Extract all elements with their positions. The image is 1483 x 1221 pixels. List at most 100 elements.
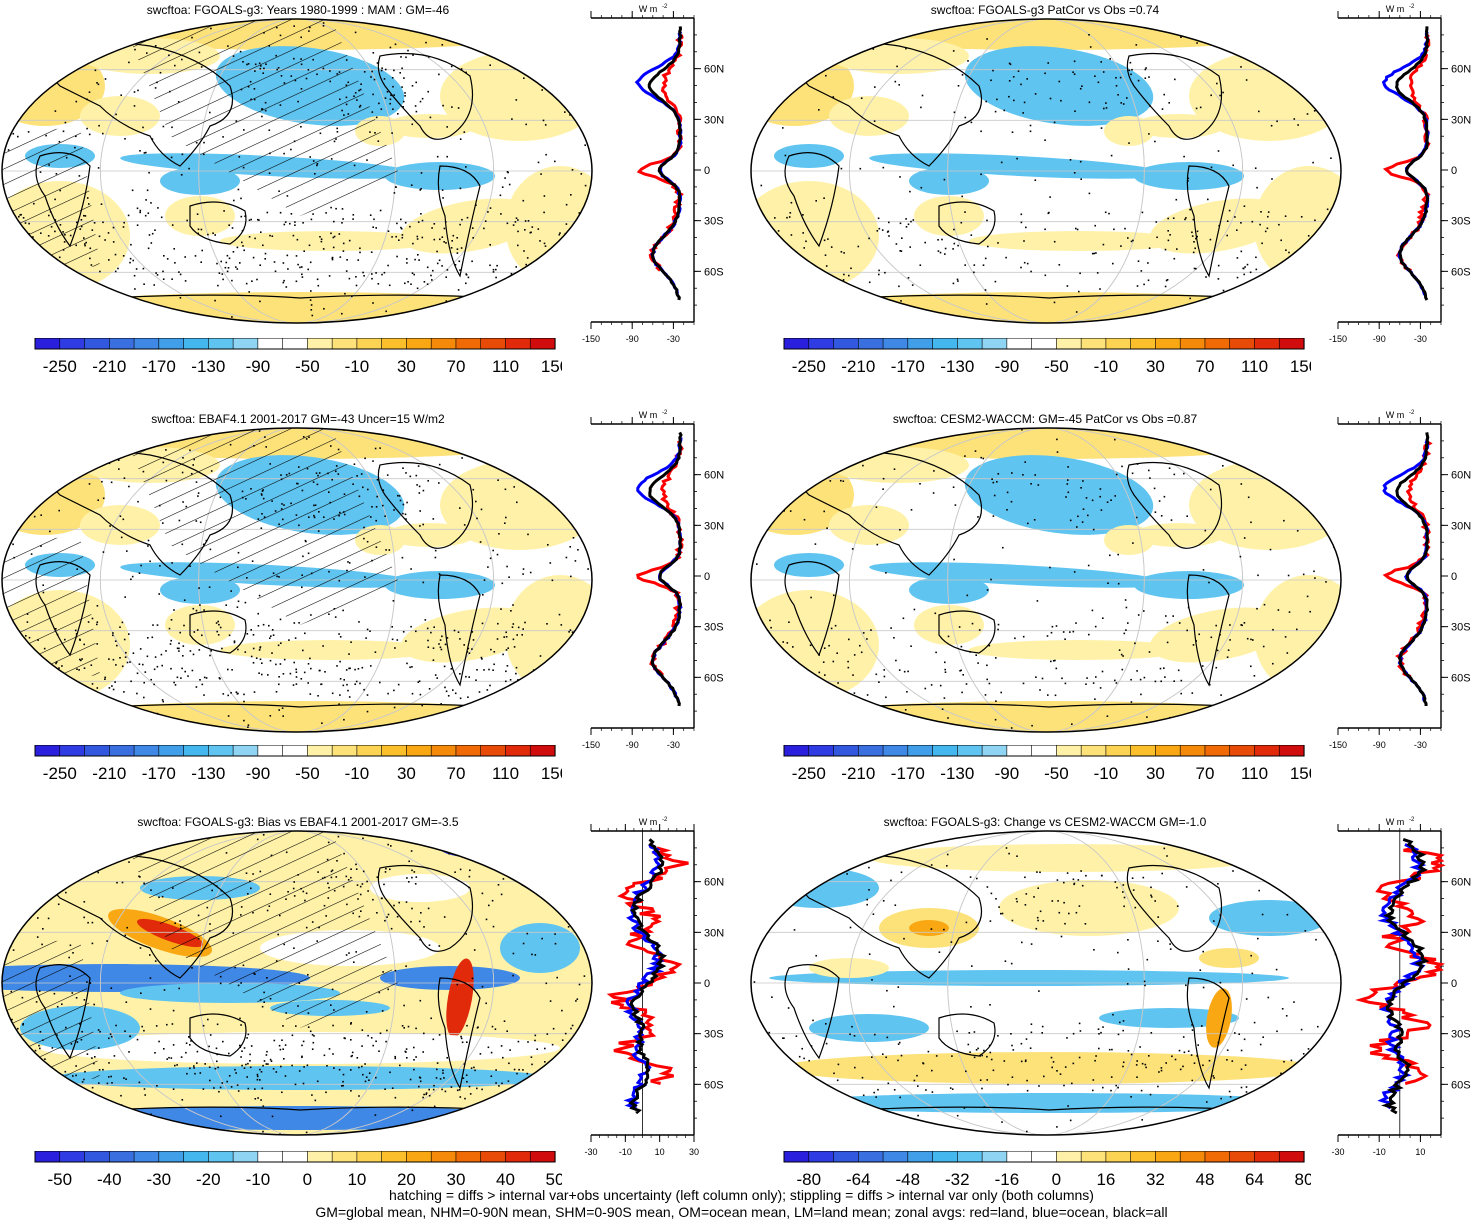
colorbar-panel-6: -80 -64 -48 -32 -16 0 16 32 48 64 80: [783, 1151, 1311, 1189]
svg-text:-250: -250: [43, 357, 77, 376]
svg-text:-30: -30: [147, 1170, 172, 1189]
svg-text:110: 110: [492, 764, 519, 783]
map-panel-1: [1, 18, 593, 324]
svg-text:-2: -2: [662, 410, 668, 416]
svg-text:60N: 60N: [1451, 877, 1471, 889]
svg-text:-130: -130: [940, 357, 974, 376]
svg-text:-90: -90: [246, 764, 271, 783]
panel-title-2: swcftoa: FGOALS-g3 PatCor vs Obs =0.74: [930, 3, 1160, 17]
svg-text:-170: -170: [142, 357, 176, 376]
svg-text:30N: 30N: [704, 114, 724, 126]
svg-text:-30: -30: [1331, 1147, 1344, 1157]
svg-text:48: 48: [1196, 1170, 1215, 1189]
svg-text:30N: 30N: [1451, 114, 1471, 126]
svg-text:110: 110: [492, 357, 519, 376]
svg-text:-170: -170: [891, 764, 925, 783]
svg-text:0: 0: [1451, 571, 1457, 583]
svg-text:-10: -10: [1373, 1147, 1386, 1157]
svg-text:60S: 60S: [1451, 672, 1471, 684]
svg-text:60N: 60N: [1451, 64, 1471, 76]
svg-text:-170: -170: [142, 764, 176, 783]
svg-text:-30: -30: [1414, 334, 1427, 344]
svg-text:30: 30: [447, 1170, 466, 1189]
footer-note-2: GM=global mean, NHM=0-90N mean, SHM=0-90…: [315, 1204, 1168, 1220]
svg-text:0: 0: [704, 571, 710, 583]
colorbar-panel-3: -250 -210 -170 -130 -90 -50 -10 30 70 110 150: [34, 745, 562, 783]
svg-text:30N: 30N: [1451, 927, 1471, 939]
svg-text:W m: W m: [639, 817, 658, 827]
map-panel-4: [750, 427, 1342, 733]
svg-text:-90: -90: [995, 357, 1020, 376]
colorbar-panel-1: -250 -210 -170 -130 -90 -50 -10 30 70 110 150: [34, 338, 562, 376]
svg-text:W m: W m: [1386, 4, 1405, 14]
svg-text:150: 150: [541, 764, 562, 783]
zonal-profile-panel-3: W m -2 60N 30N 0 30S 60S -150 -90 -30: [582, 410, 724, 750]
zonal-profile-panel-4: W m -2 60N 30N 0 30S 60S -150 -90 -30: [1329, 410, 1471, 750]
svg-text:-10: -10: [345, 764, 370, 783]
svg-text:-130: -130: [940, 764, 974, 783]
svg-text:-80: -80: [797, 1170, 822, 1189]
svg-text:-10: -10: [345, 357, 370, 376]
svg-text:40: 40: [496, 1170, 515, 1189]
map-panel-2: [750, 18, 1342, 324]
svg-text:-40: -40: [97, 1170, 122, 1189]
svg-text:-210: -210: [841, 357, 875, 376]
panel-title-1: swcftoa: FGOALS-g3: Years 1980-1999 : MA…: [146, 3, 450, 17]
colorbar-panel-2: -250 -210 -170 -130 -90 -50 -10 30 70 110 150: [783, 338, 1311, 376]
svg-text:60S: 60S: [704, 266, 724, 278]
svg-text:-210: -210: [841, 764, 875, 783]
svg-text:-30: -30: [667, 740, 680, 750]
svg-text:64: 64: [1245, 1170, 1264, 1189]
svg-text:-50: -50: [1044, 764, 1069, 783]
svg-text:-48: -48: [896, 1170, 921, 1189]
svg-text:-50: -50: [295, 764, 320, 783]
panel-title-3: swcftoa: EBAF4.1 2001-2017 GM=-43 Uncer=…: [151, 412, 445, 426]
svg-text:-150: -150: [582, 740, 600, 750]
svg-text:0: 0: [303, 1170, 312, 1189]
svg-text:-150: -150: [1329, 334, 1347, 344]
svg-text:-130: -130: [191, 764, 225, 783]
svg-text:30S: 30S: [1451, 1029, 1471, 1041]
svg-text:-10: -10: [1094, 357, 1119, 376]
svg-text:-30: -30: [584, 1147, 597, 1157]
svg-text:30S: 30S: [704, 1029, 724, 1041]
svg-text:60S: 60S: [704, 672, 724, 684]
svg-text:-50: -50: [1044, 357, 1069, 376]
svg-text:30S: 30S: [704, 622, 724, 634]
svg-text:30S: 30S: [1451, 216, 1471, 228]
colorbar-panel-4: -250 -210 -170 -130 -90 -50 -10 30 70 110 150: [783, 745, 1311, 783]
svg-text:-250: -250: [792, 764, 826, 783]
svg-text:-210: -210: [92, 357, 126, 376]
svg-text:16: 16: [1096, 1170, 1115, 1189]
svg-text:-10: -10: [1094, 764, 1119, 783]
svg-text:-10: -10: [619, 1147, 632, 1157]
svg-text:30: 30: [1146, 357, 1165, 376]
svg-text:-32: -32: [945, 1170, 970, 1189]
svg-text:0: 0: [1451, 978, 1457, 990]
svg-text:150: 150: [541, 357, 562, 376]
svg-text:30: 30: [1146, 764, 1165, 783]
svg-text:32: 32: [1146, 1170, 1165, 1189]
svg-text:-150: -150: [582, 334, 600, 344]
svg-text:70: 70: [1196, 764, 1215, 783]
svg-text:30N: 30N: [1451, 520, 1471, 532]
svg-text:-30: -30: [667, 334, 680, 344]
svg-text:-90: -90: [995, 764, 1020, 783]
zonal-profile-panel-2: W m -2 60N 30N 0 30S 60S -150 -90 -30: [1329, 4, 1471, 344]
svg-text:30S: 30S: [704, 216, 724, 228]
svg-text:70: 70: [447, 764, 466, 783]
panel-title-5: swcftoa: FGOALS-g3: Bias vs EBAF4.1 2001…: [137, 815, 459, 829]
svg-text:-90: -90: [626, 740, 639, 750]
svg-text:-2: -2: [1409, 817, 1415, 823]
svg-text:60N: 60N: [704, 64, 724, 76]
svg-text:150: 150: [1290, 764, 1311, 783]
svg-text:80: 80: [1295, 1170, 1311, 1189]
svg-text:50: 50: [546, 1170, 562, 1189]
svg-text:0: 0: [1451, 165, 1457, 177]
svg-text:110: 110: [1241, 764, 1268, 783]
svg-text:-90: -90: [1373, 740, 1386, 750]
zonal-profile-panel-5: W m -2 60N 30N 0 30S 60S -30 -10 10 30: [584, 817, 724, 1157]
svg-text:-20: -20: [196, 1170, 221, 1189]
svg-text:-50: -50: [48, 1170, 73, 1189]
svg-text:-30: -30: [1414, 740, 1427, 750]
